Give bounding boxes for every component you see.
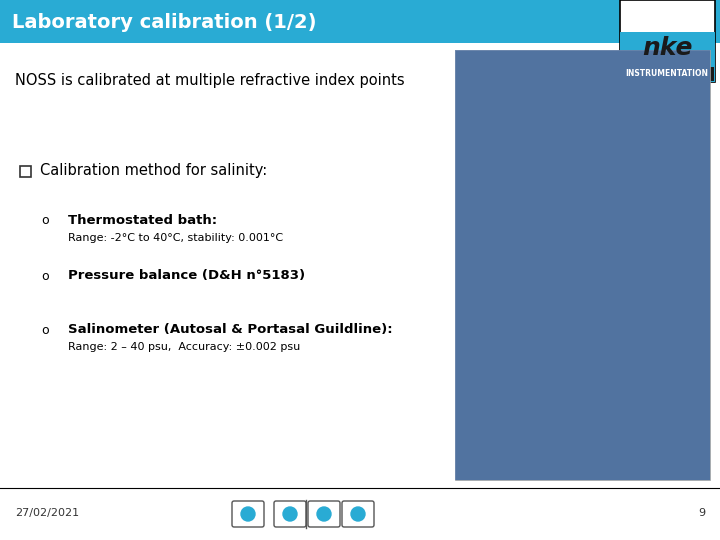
FancyBboxPatch shape bbox=[620, 0, 715, 82]
Text: Calibration method for salinity:: Calibration method for salinity: bbox=[40, 164, 267, 179]
Circle shape bbox=[241, 507, 255, 521]
FancyBboxPatch shape bbox=[342, 501, 374, 527]
FancyBboxPatch shape bbox=[620, 32, 715, 82]
FancyBboxPatch shape bbox=[232, 501, 264, 527]
Circle shape bbox=[317, 507, 331, 521]
FancyBboxPatch shape bbox=[0, 0, 720, 43]
Text: Laboratory calibration (1/2): Laboratory calibration (1/2) bbox=[12, 12, 317, 31]
Text: Salinometer (Autosal & Portasal Guildline):: Salinometer (Autosal & Portasal Guildlin… bbox=[68, 323, 392, 336]
Text: Range: 2 – 40 psu,  Accuracy: ±0.002 psu: Range: 2 – 40 psu, Accuracy: ±0.002 psu bbox=[68, 342, 300, 352]
FancyBboxPatch shape bbox=[621, 67, 714, 81]
Text: Range: -2°C to 40°C, stability: 0.001°C: Range: -2°C to 40°C, stability: 0.001°C bbox=[68, 233, 283, 243]
Text: nke: nke bbox=[642, 36, 692, 60]
FancyBboxPatch shape bbox=[455, 50, 710, 480]
Text: o: o bbox=[41, 213, 49, 226]
Text: Pressure balance (D&H n°5183): Pressure balance (D&H n°5183) bbox=[68, 269, 305, 282]
Text: 27/02/2021: 27/02/2021 bbox=[15, 508, 79, 518]
Text: 9: 9 bbox=[698, 508, 705, 518]
Text: Thermostated bath:: Thermostated bath: bbox=[68, 213, 217, 226]
Text: o: o bbox=[41, 323, 49, 336]
FancyBboxPatch shape bbox=[274, 501, 306, 527]
Circle shape bbox=[283, 507, 297, 521]
FancyBboxPatch shape bbox=[455, 50, 710, 480]
FancyBboxPatch shape bbox=[20, 166, 31, 177]
Text: NOSS is calibrated at multiple refractive index points: NOSS is calibrated at multiple refractiv… bbox=[15, 72, 405, 87]
FancyBboxPatch shape bbox=[308, 501, 340, 527]
Text: INSTRUMENTATION: INSTRUMENTATION bbox=[626, 70, 708, 78]
Circle shape bbox=[351, 507, 365, 521]
Text: o: o bbox=[41, 269, 49, 282]
